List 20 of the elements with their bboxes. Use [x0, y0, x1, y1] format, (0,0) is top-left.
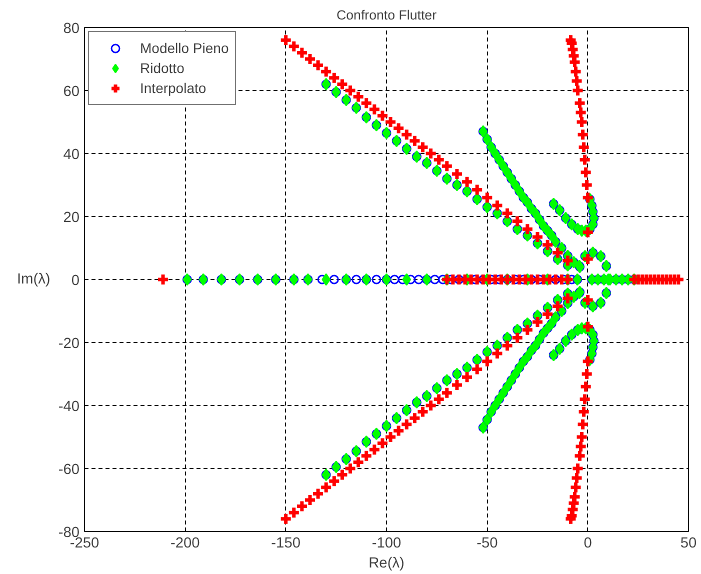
- y-tick-label: 40: [63, 147, 80, 163]
- legend-label: Modello Pieno: [140, 40, 229, 56]
- y-tick-label: -20: [58, 336, 80, 352]
- legend-label: Ridotto: [140, 60, 184, 76]
- x-tick-label: -200: [170, 536, 200, 552]
- y-tick-label: 60: [63, 84, 80, 100]
- y-tick-label: 80: [63, 21, 80, 37]
- y-axis-title: Im(λ): [16, 272, 50, 288]
- x-tick-label: -50: [476, 536, 498, 552]
- chart-title: Confronto Flutter: [336, 8, 438, 22]
- y-tick-label: 0: [71, 273, 80, 289]
- legend-label: Interpolato: [140, 80, 206, 96]
- x-tick-label: 50: [680, 536, 697, 552]
- x-tick-label: 0: [584, 536, 592, 552]
- y-tick-label: 20: [63, 210, 80, 226]
- y-tick-label: -40: [58, 399, 80, 415]
- x-tick-label: -150: [271, 536, 301, 552]
- x-tick-label: -100: [372, 536, 402, 552]
- y-tick-label: -60: [58, 462, 80, 478]
- x-axis-title: Re(λ): [368, 556, 404, 572]
